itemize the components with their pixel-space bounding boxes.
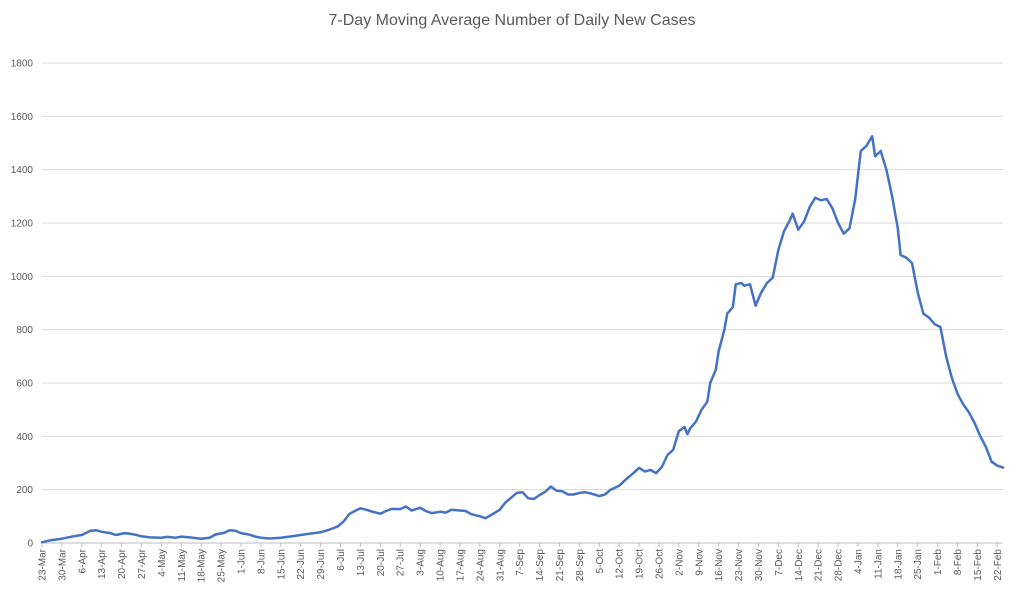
x-tick-label: 12-Oct — [615, 549, 626, 579]
x-tick-label: 20-Apr — [117, 548, 128, 579]
x-tick-label: 10-Aug — [436, 549, 447, 581]
y-tick-label: 1200 — [11, 219, 34, 230]
x-tick-label: 30-Mar — [57, 548, 68, 580]
x-tick-label: 7-Dec — [774, 549, 785, 576]
x-tick-label: 18-May — [197, 549, 208, 582]
x-tick-label: 28-Sep — [575, 549, 586, 582]
x-tick-label: 8-Jun — [256, 549, 267, 574]
x-tick-label: 22-Feb — [993, 549, 1004, 581]
x-tick-label: 19-Oct — [635, 549, 646, 579]
x-tick-label: 14-Sep — [535, 549, 546, 582]
y-tick-label: 0 — [27, 539, 33, 550]
x-tick-label: 6-Apr — [77, 548, 88, 573]
x-tick-label: 5-Oct — [595, 549, 606, 574]
x-tick-label: 29-Jun — [316, 549, 327, 580]
x-tick-label: 13-Apr — [97, 548, 108, 579]
x-tick-label: 6-Jul — [336, 549, 347, 571]
x-tick-label: 3-Aug — [416, 549, 427, 576]
x-tick-label: 14-Dec — [794, 549, 805, 581]
x-tick-label: 25-Jan — [913, 549, 924, 580]
x-tick-label: 15-Jun — [276, 549, 287, 580]
x-tick-label: 20-Jul — [376, 549, 387, 576]
x-tick-label: 21-Dec — [814, 549, 825, 581]
x-tick-label: 27-Jul — [396, 549, 407, 576]
x-tick-label: 25-May — [217, 549, 228, 582]
x-tick-label: 24-Aug — [475, 549, 486, 581]
y-tick-label: 1400 — [11, 165, 34, 176]
x-tick-label: 28-Dec — [834, 549, 845, 581]
x-tick-label: 11-May — [177, 549, 188, 582]
x-tick-label: 16-Nov — [714, 549, 725, 581]
chart-title: 7-Day Moving Average Number of Daily New… — [328, 12, 696, 29]
x-tick-label: 22-Jun — [296, 549, 307, 580]
x-tick-label: 2-Nov — [674, 549, 685, 576]
x-tick-label: 13-Jul — [356, 549, 367, 576]
x-tick-label: 23-Nov — [734, 549, 745, 581]
x-tick-label: 17-Aug — [455, 549, 466, 581]
series-line — [40, 135, 1005, 544]
x-tick-label: 1-Jun — [237, 549, 248, 574]
x-tick-label: 27-Apr — [137, 548, 148, 579]
x-tick-label: 4-Jan — [854, 549, 865, 574]
x-tick-label: 1-Feb — [933, 549, 944, 576]
y-tick-label: 400 — [16, 432, 33, 443]
x-tick-label: 23-Mar — [38, 548, 49, 580]
x-tick-label: 11-Jan — [873, 549, 884, 579]
y-tick-label: 1800 — [11, 59, 34, 70]
x-tick-label: 31-Aug — [495, 549, 506, 581]
x-tick-label: 4-May — [157, 549, 168, 577]
x-tick-label: 15-Feb — [973, 549, 984, 581]
x-tick-label: 9-Nov — [694, 549, 705, 576]
y-tick-label: 600 — [16, 379, 33, 390]
y-tick-label: 1000 — [11, 272, 34, 283]
y-tick-label: 800 — [16, 325, 33, 336]
x-tick-label: 26-Oct — [655, 549, 666, 579]
y-tick-label: 200 — [16, 485, 33, 496]
x-tick-label: 30-Nov — [754, 549, 765, 581]
x-tick-label: 18-Jan — [893, 549, 904, 580]
x-tick-label: 8-Feb — [953, 549, 964, 576]
y-tick-label: 1600 — [11, 112, 34, 123]
x-tick-label: 21-Sep — [555, 549, 566, 582]
x-tick-label: 7-Sep — [515, 549, 526, 576]
